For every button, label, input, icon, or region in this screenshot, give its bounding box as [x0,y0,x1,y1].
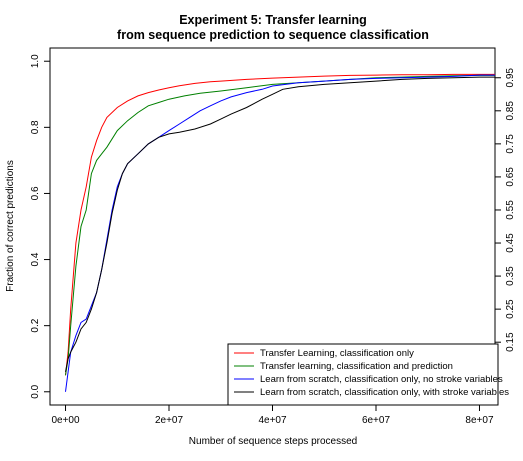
x-tick-label: 0e+00 [51,415,80,426]
x-tick-label: 8e+07 [465,415,494,426]
y-tick-label: 0.0 [30,384,41,398]
y2-tick-label: 0.45 [505,233,516,253]
legend-box [227,343,499,406]
y-axis-title: Fraction of correct predictions [5,160,16,292]
chart-title-line2: from sequence prediction to sequence cla… [117,28,429,42]
x-axis: 0e+00 2e+07 4e+07 6e+07 8e+07 [51,405,494,426]
y-axis: 0.0 0.2 0.4 0.6 0.8 1.0 [30,54,50,399]
y2-axis: 0.15 0.25 0.35 0.45 0.55 0.65 0.75 0.85 0.95 [495,68,516,352]
y2-tick-label: 0.85 [505,101,516,121]
series-group [65,73,495,392]
y-tick-label: 0.6 [30,186,41,200]
y-tick-label: 0.4 [30,252,41,266]
x-tick-label: 4e+07 [258,415,287,426]
y2-tick-label: 0.55 [505,200,516,220]
series-line-3 [65,74,495,392]
y2-tick-label: 0.25 [505,299,516,319]
y-tick-label: 0.8 [30,120,41,134]
y2-tick-label: 0.15 [505,332,516,352]
x-axis-title: Number of sequence steps processed [189,436,357,447]
y2-tick-label: 0.75 [505,134,516,154]
y2-tick-label: 0.35 [505,266,516,286]
x-tick-label: 6e+07 [362,415,391,426]
series-line-2 [65,74,495,376]
y2-tick-label: 0.95 [505,68,516,88]
y2-tick-label: 0.65 [505,167,516,187]
series-line-1 [65,73,495,376]
legend-label-2: Transfer learning, classification and pr… [260,361,453,372]
series-line-4 [65,76,495,372]
x-tick-label: 2e+07 [155,415,184,426]
chart-title-line1: Experiment 5: Transfer learning [179,13,367,27]
legend: Transfer Learning, classification only Tr… [227,343,509,406]
legend-label-4: Learn from scratch, classification only,… [260,387,509,398]
y-tick-label: 1.0 [30,54,41,68]
legend-label-3: Learn from scratch, classification only,… [260,374,503,385]
y-tick-label: 0.2 [30,318,41,332]
legend-label-1: Transfer Learning, classification only [260,348,414,359]
